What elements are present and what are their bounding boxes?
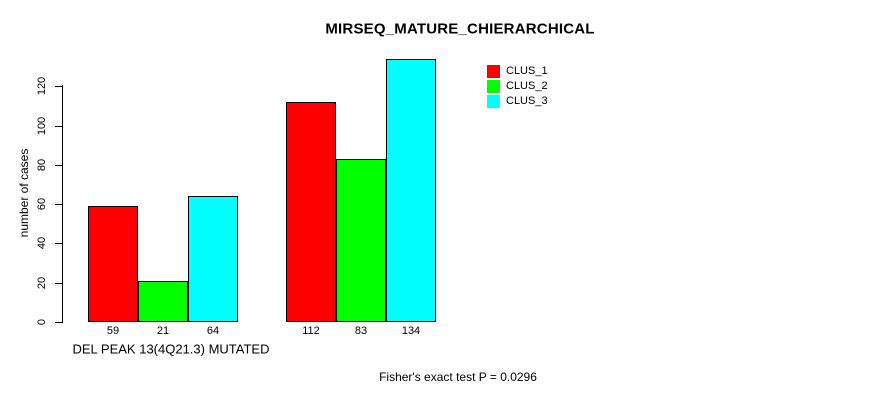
legend-label: CLUS_3 bbox=[506, 95, 548, 107]
legend: CLUS_1 CLUS_2 CLUS_3 bbox=[487, 64, 548, 109]
bar-value-label: 59 bbox=[106, 325, 120, 337]
y-axis-tick-label: 20 bbox=[36, 276, 48, 289]
chart-title: MIRSEQ_MATURE_CHIERARCHICAL bbox=[325, 20, 595, 38]
legend-item: CLUS_3 bbox=[487, 94, 548, 109]
legend-label: CLUS_1 bbox=[506, 65, 548, 77]
y-axis-line bbox=[62, 85, 63, 323]
y-axis-tick-label: 100 bbox=[36, 116, 48, 135]
y-axis-tick bbox=[55, 204, 62, 206]
bar-value-label: 21 bbox=[156, 325, 170, 337]
x-group-label: DEL PEAK 13(4Q21.3) MUTATED bbox=[72, 341, 270, 357]
y-axis-tick bbox=[55, 282, 62, 284]
legend-swatch bbox=[487, 95, 500, 108]
y-axis-tick-label: 60 bbox=[36, 197, 48, 211]
legend-item: CLUS_1 bbox=[487, 64, 548, 79]
y-axis-tick bbox=[55, 322, 62, 323]
bar-value-label: 64 bbox=[206, 325, 220, 337]
bar-clus_2-group2 bbox=[336, 158, 386, 322]
legend-swatch bbox=[487, 65, 500, 78]
y-axis-tick bbox=[55, 164, 62, 166]
bar-value-label: 83 bbox=[354, 325, 368, 337]
y-axis-tick-label: 40 bbox=[36, 237, 48, 250]
y-axis-label: number of cases bbox=[17, 148, 31, 238]
y-axis-tick bbox=[55, 125, 62, 127]
bar-value-label: 112 bbox=[302, 325, 320, 337]
bar-clus_1-group2 bbox=[286, 101, 336, 322]
y-axis-tick-label: 120 bbox=[36, 77, 48, 96]
legend-label: CLUS_2 bbox=[506, 80, 548, 92]
bar-clus_3-group1 bbox=[188, 196, 238, 322]
y-axis-tick-label: 0 bbox=[36, 318, 48, 326]
bar-clus_3-group2 bbox=[386, 58, 436, 322]
y-axis-tick bbox=[55, 86, 62, 88]
fisher-test-annotation: Fisher's exact test P = 0.0296 bbox=[379, 370, 537, 384]
bar-clus_1-group1 bbox=[88, 206, 138, 322]
bar-value-label: 134 bbox=[401, 325, 421, 337]
y-axis-tick-label: 80 bbox=[36, 158, 48, 171]
bar-clus_2-group1 bbox=[138, 280, 188, 322]
legend-swatch bbox=[487, 80, 500, 93]
y-axis-tick bbox=[55, 243, 62, 245]
legend-item: CLUS_2 bbox=[487, 79, 548, 94]
